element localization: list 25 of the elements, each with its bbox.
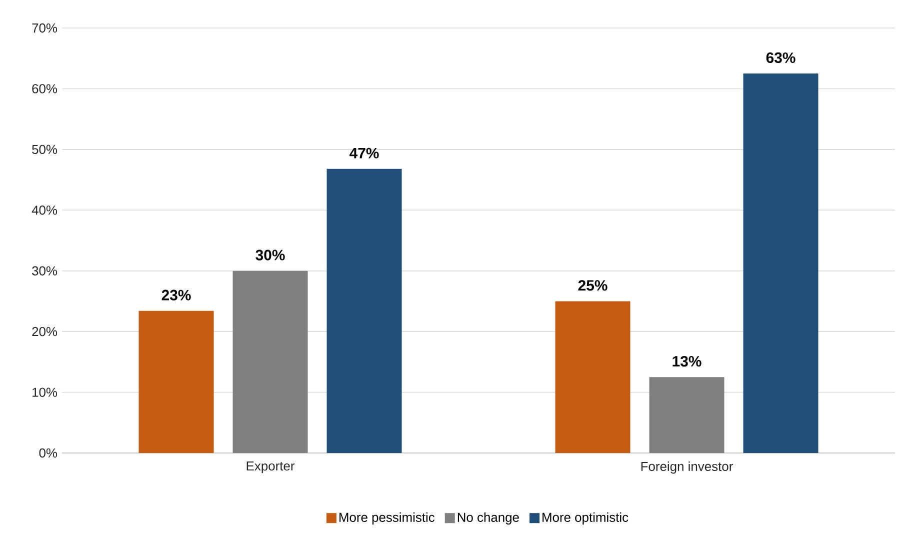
bar [232,270,308,453]
y-tick-label: 70% [32,23,58,33]
y-tick-label: 30% [32,266,58,276]
y-tick-label: 20% [32,326,58,336]
y-tick-label: 50% [32,144,58,154]
data-label: 25% [578,280,608,291]
legend-label: No change [458,512,519,525]
data-label: 30% [256,250,285,260]
bar [555,301,630,453]
y-tick-label: 10% [32,388,58,397]
x-tick-label: Exporter [246,462,295,474]
bar [326,168,402,453]
data-label: 63% [766,52,796,64]
x-tick-label: Foreign investor [641,462,733,474]
y-tick-label: 0% [39,448,58,458]
y-tick-label: 40% [32,206,58,215]
y-tick-label: 60% [32,84,58,94]
legend-label: More optimistic [542,512,628,525]
bar [138,310,214,453]
data-label: 13% [672,356,702,367]
legend-label: More pessimistic [340,512,435,525]
data-label: 23% [162,290,191,300]
data-label: 47% [350,148,379,158]
bar [649,377,724,453]
bar [743,74,818,453]
